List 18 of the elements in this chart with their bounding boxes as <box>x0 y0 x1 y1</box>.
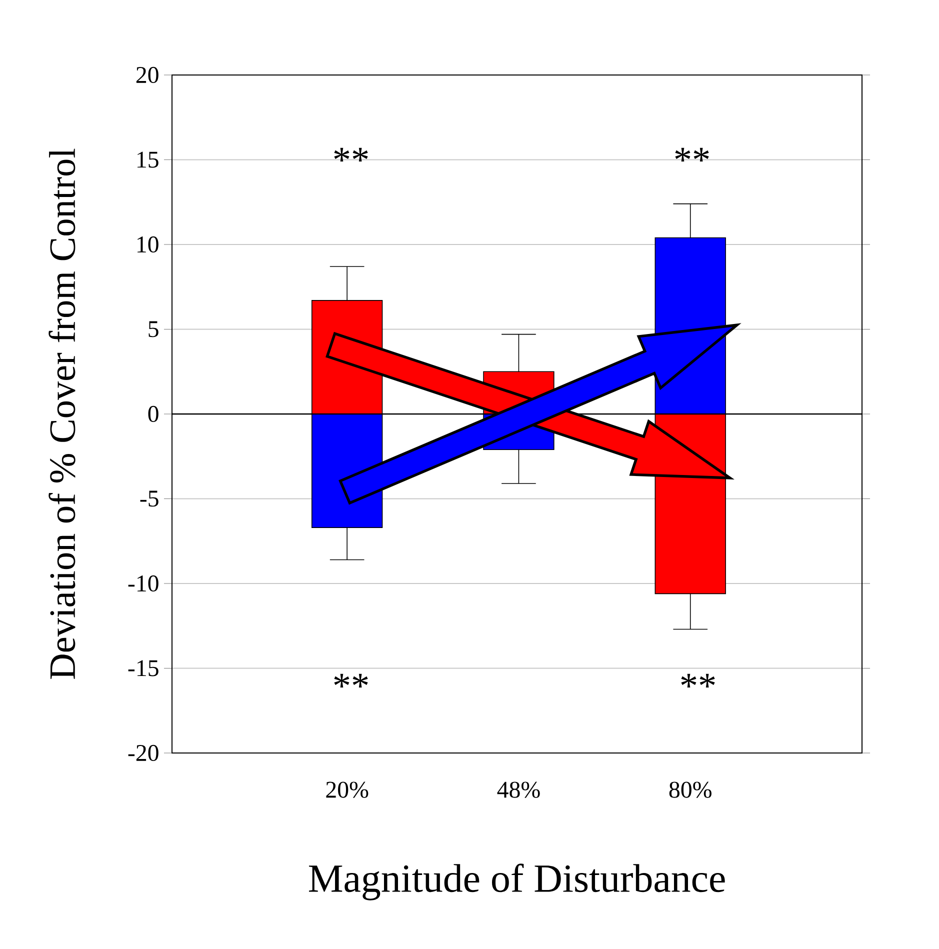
y-tick-label: 5 <box>148 321 158 338</box>
annotation: ** <box>675 148 709 162</box>
annotation: ** <box>334 674 368 688</box>
y-tick-label: -5 <box>140 490 158 507</box>
x-axis-title: Magnitude of Disturbance <box>308 864 725 900</box>
x-tick-label: 20% <box>326 782 368 798</box>
y-tick-label: -10 <box>128 575 158 592</box>
annotation: ** <box>334 148 368 162</box>
annotation: ** <box>681 674 715 688</box>
y-tick-label: -15 <box>128 660 158 676</box>
y-tick-label: 10 <box>138 236 158 253</box>
x-tick-label: 80% <box>669 782 712 798</box>
y-axis-title: Deviation of % Cover from Control <box>48 148 76 679</box>
y-tick-label: -20 <box>128 744 158 762</box>
x-tick-label: 48% <box>497 782 540 798</box>
y-tick-label: 0 <box>148 406 158 422</box>
y-tick-label: 20 <box>136 66 158 84</box>
y-tick-label: 15 <box>138 152 158 168</box>
